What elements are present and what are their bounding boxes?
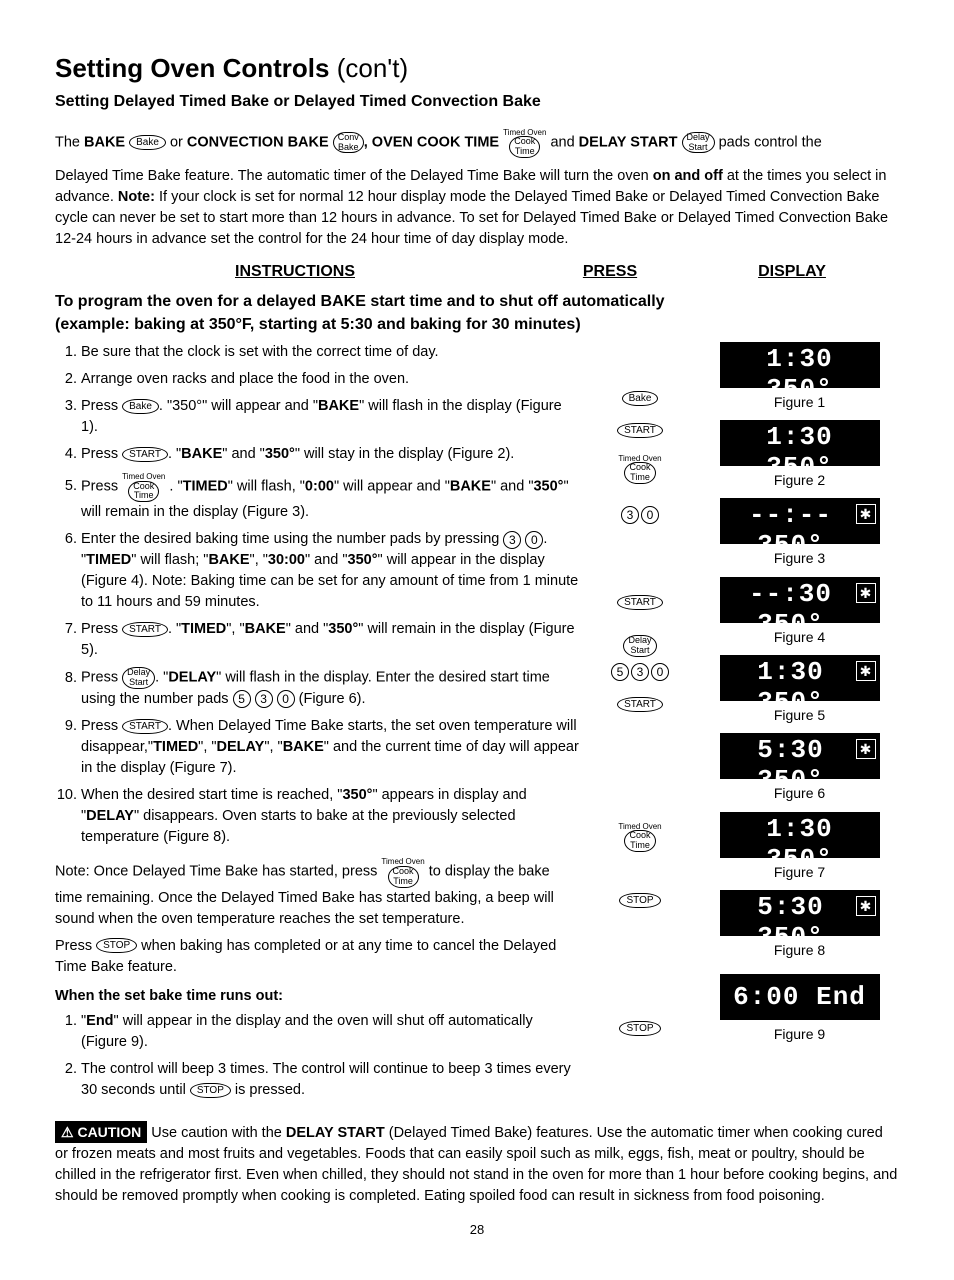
note-stop: Press STOP when baking has completed or … — [55, 936, 580, 978]
step-9: Press START. When Delayed Time Bake star… — [81, 716, 580, 779]
step-10: When the desired start time is reached, … — [81, 785, 580, 848]
text-bold: DELAY START — [286, 1125, 385, 1141]
cook-time-pad-icon: CookTime — [388, 866, 419, 888]
step-5: Press Timed Oven CookTime . "TIMED" will… — [81, 471, 580, 523]
snowflake-icon: ✱ — [856, 661, 876, 681]
text: Delayed Time Bake feature. The automatic… — [55, 168, 653, 184]
caution-section: CAUTION Use caution with the DELAY START… — [55, 1121, 899, 1207]
label-bake: BAKE — [84, 134, 125, 150]
delay-start-pad-icon: DelayStart — [682, 132, 715, 154]
column-headers: INSTRUCTIONS PRESS DISPLAY — [55, 260, 899, 283]
snowflake-icon: ✱ — [856, 504, 876, 524]
num-5-icon: 5 — [611, 663, 629, 681]
label-delay-start: DELAY START — [579, 134, 678, 150]
page-title: Setting Oven Controls (con't) — [55, 50, 899, 88]
conv-bake-pad-icon: ConvBake — [333, 132, 364, 154]
header-display: DISPLAY — [685, 260, 899, 283]
cook-time-pad-icon: CookTime — [509, 136, 540, 158]
instructions-column: Be sure that the clock is set with the c… — [55, 342, 580, 1109]
example-header: To program the oven for a delayed BAKE s… — [55, 290, 899, 336]
note-label: Note: — [118, 189, 155, 205]
snowflake-icon: ✱ — [856, 896, 876, 916]
cook-time-pad-icon: CookTime — [128, 481, 159, 503]
figure-3: --:-- 350°✱TIMEDBAKE Figure 3 — [700, 498, 899, 568]
step-6: Enter the desired baking time using the … — [81, 529, 580, 613]
text: Use caution with the — [147, 1125, 286, 1141]
note-display-remaining: Note: Once Delayed Time Bake has started… — [55, 856, 580, 929]
intro-line: The BAKE Bake or CONVECTION BAKE ConvBak… — [55, 127, 899, 158]
title-main: Setting Oven Controls — [55, 53, 329, 83]
start-pad-icon: START — [122, 719, 168, 734]
num-0-icon: 0 — [651, 663, 669, 681]
figure-6: 5:30 350°✱TIMED DELAYBAKE Figure 6 — [700, 733, 899, 803]
num-3-icon: 3 — [503, 531, 521, 549]
num-0-icon: 0 — [525, 531, 543, 549]
num-0-icon: 0 — [641, 506, 659, 524]
start-pad-icon: START — [122, 622, 168, 637]
page-subtitle: Setting Delayed Timed Bake or Delayed Ti… — [55, 90, 899, 113]
bake-pad-icon: Bake — [122, 399, 159, 414]
start-pad-icon: START — [617, 423, 663, 438]
title-suffix: (con't) — [337, 53, 408, 83]
runs-out-header: When the set bake time runs out: — [55, 986, 580, 1007]
snowflake-icon: ✱ — [856, 739, 876, 759]
figure-8: 5:30 350°✱TIMEDBAKE Figure 8 — [700, 890, 899, 960]
page-number: 28 — [55, 1221, 899, 1240]
text: To program the oven for a delayed BAKE s… — [55, 290, 899, 313]
runs-out-1: "End" will appear in the display and the… — [81, 1011, 580, 1053]
intro-paragraph: Delayed Time Bake feature. The automatic… — [55, 166, 899, 250]
cook-time-pad-icon: CookTime — [624, 830, 655, 852]
start-pad-icon: START — [617, 697, 663, 712]
num-5-icon: 5 — [233, 690, 251, 708]
text: , — [364, 134, 372, 150]
step-2: Arrange oven racks and place the food in… — [81, 369, 580, 390]
press-column: Bake START Timed Oven CookTime 30 START … — [590, 342, 690, 1109]
delay-start-pad-icon: DelayStart — [623, 635, 656, 657]
step-4: Press START. "BAKE" and "350°" will stay… — [81, 444, 580, 465]
stop-pad-icon: STOP — [619, 1021, 660, 1036]
figure-4: --:30 350°✱TIMEDBAKE Figure 4 — [700, 577, 899, 647]
caution-badge: CAUTION — [55, 1121, 147, 1143]
stop-pad-icon: STOP — [190, 1083, 231, 1098]
num-3-icon: 3 — [255, 690, 273, 708]
step-8: Press DelayStart. "DELAY" will flash in … — [81, 667, 580, 710]
text: and — [550, 134, 578, 150]
num-3-icon: 3 — [621, 506, 639, 524]
stop-pad-icon: STOP — [96, 938, 137, 953]
delay-start-pad-icon: DelayStart — [122, 667, 155, 689]
figure-2: 1:30 350°BAKE Figure 2 — [700, 420, 899, 490]
figure-1: 1:30 350°BAKE Figure 1 — [700, 342, 899, 412]
num-0-icon: 0 — [277, 690, 295, 708]
text: (example: baking at 350°F, starting at 5… — [55, 313, 899, 336]
figure-7: 1:30 350°TIMED DELAYBAKE Figure 7 — [700, 812, 899, 882]
text-bold: on and off — [653, 168, 723, 184]
header-press: PRESS — [535, 260, 685, 283]
text: If your clock is set for normal 12 hour … — [55, 189, 888, 247]
figure-5: 1:30 350°✱TIMEDBAKE Figure 5 — [700, 655, 899, 725]
bake-pad-icon: Bake — [129, 135, 166, 150]
start-pad-icon: START — [617, 595, 663, 610]
stop-pad-icon: STOP — [619, 893, 660, 908]
text: The — [55, 134, 84, 150]
runs-out-2: The control will beep 3 times. The contr… — [81, 1059, 580, 1101]
bake-pad-icon: Bake — [622, 391, 659, 406]
text: or — [170, 134, 187, 150]
step-7: Press START. "TIMED", "BAKE" and "350°" … — [81, 619, 580, 661]
text: pads control the — [719, 134, 822, 150]
snowflake-icon: ✱ — [856, 583, 876, 603]
label-conv-bake: CONVECTION BAKE — [187, 134, 329, 150]
step-3: Press Bake. "350°" will appear and "BAKE… — [81, 396, 580, 438]
cook-time-pad-icon: CookTime — [624, 462, 655, 484]
label-cook-time: OVEN COOK TIME — [372, 134, 499, 150]
display-column: 1:30 350°BAKE Figure 1 1:30 350°BAKE Fig… — [700, 342, 899, 1109]
start-pad-icon: START — [122, 447, 168, 462]
step-1: Be sure that the clock is set with the c… — [81, 342, 580, 363]
figure-9: 6:00 End Figure 9 — [700, 974, 899, 1044]
header-instructions: INSTRUCTIONS — [55, 260, 535, 283]
num-3-icon: 3 — [631, 663, 649, 681]
